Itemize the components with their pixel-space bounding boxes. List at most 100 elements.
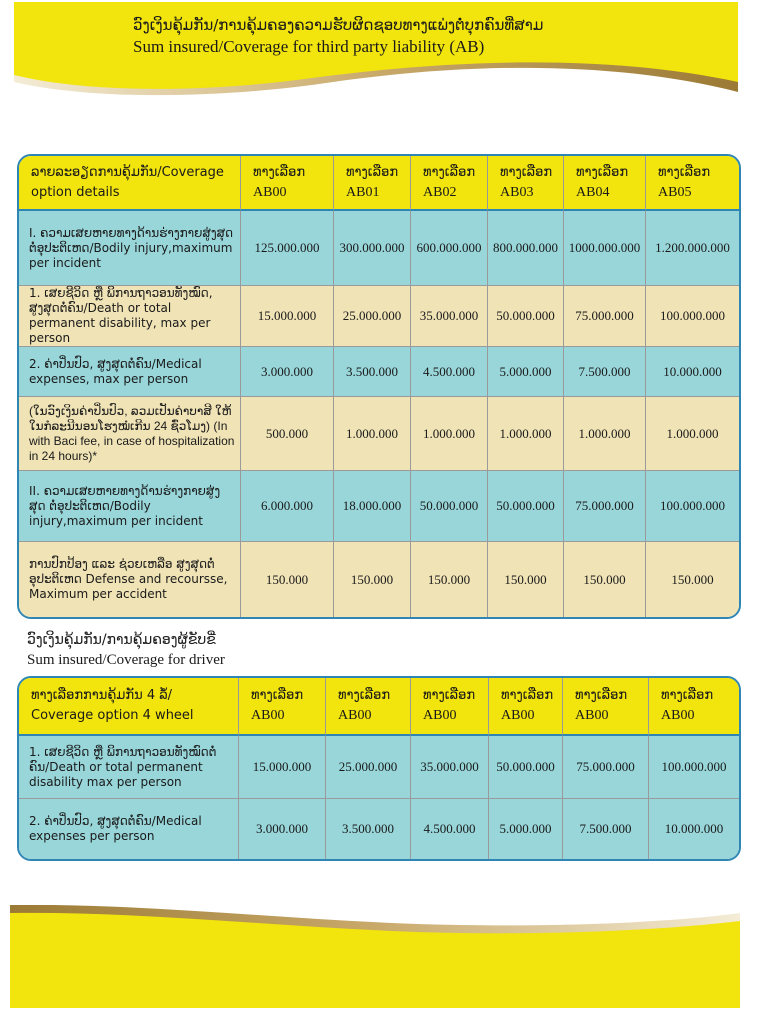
value-cell: 75.000.000 (563, 736, 649, 799)
option-label: ທາງເລືອກ (501, 688, 554, 703)
row-label: I. ຄວາມເສຍຫາຍທາງດ້ານຮ່າງກາຍສູ່ງສຸດ ຕໍ່ອຸ… (19, 211, 241, 286)
value-cell: 300.000.000 (334, 211, 411, 286)
row-label: ການປົກປ້ອງ ແລະ ຊ່ວຍເຫລືອ ສູງສຸດຕໍ່ອຸປະຕິ… (19, 542, 241, 617)
value-cell: 25.000.000 (334, 286, 411, 347)
option-label: ທາງເລືອກ (500, 164, 553, 180)
value-cell: 15.000.000 (239, 736, 326, 799)
title-en: Sum insured/Coverage for third party lia… (133, 37, 485, 56)
row-label: 1. ເສຍຊີວິດ ຫຼື ພິການຖາວອນທັງໝົດ, ສູງສຸດ… (19, 286, 241, 347)
value-cell: 1.200.000.000 (646, 211, 739, 286)
option-code: AB03 (500, 184, 534, 200)
option-code: AB05 (658, 184, 692, 200)
value-cell: 5.000.000 (489, 799, 563, 859)
option-code: AB00 (501, 708, 535, 723)
value-cell: 75.000.000 (564, 286, 646, 347)
value-cell: 50.000.000 (411, 471, 488, 542)
option-label: ທາງເລືອກ (423, 688, 476, 703)
option-label: ທາງເລືອກ (251, 688, 304, 703)
option-header: ທາງເລືອກ AB00 (649, 678, 739, 736)
option-code: AB00 (575, 708, 609, 723)
row-label: II. ຄວາມເສຍຫາຍທາງດ້ານຮ່າງກາຍສູ່ງສຸດ ຕໍ່ອ… (19, 471, 241, 542)
value-cell: 1.000.000 (334, 397, 411, 471)
option-label: ທາງເລືອກ (658, 164, 711, 180)
value-cell: 800.000.000 (488, 211, 564, 286)
option-code: AB04 (576, 184, 610, 200)
value-cell: 75.000.000 (564, 471, 646, 542)
option-code: AB00 (423, 708, 457, 723)
header-row: ທາງເລືອກການຄຸ້ມກັນ 4 ລໍ້/ Coverage optio… (19, 678, 739, 736)
value-cell: 3.000.000 (239, 799, 326, 859)
value-cell: 150.000 (241, 542, 334, 617)
value-cell: 3.000.000 (241, 347, 334, 397)
option-code: AB00 (661, 708, 695, 723)
value-cell: 500.000 (241, 397, 334, 471)
value-cell: 600.000.000 (411, 211, 488, 286)
row-label: 2. ຄ່າປິ່ນປົວ, ສູງສຸດຕໍ່ຄົນ/Medical expe… (19, 799, 239, 859)
header-label: ລາຍລະອຽດການຄຸ້ມກັນ/Coverage option detai… (19, 156, 241, 211)
row-label: 2. ຄ່າປິ່ນປົວ, ສູງສຸດຕໍ່ຄົນ/Medical expe… (19, 347, 241, 397)
value-cell: 1.000.000 (411, 397, 488, 471)
option-label: ທາງເລືອກ (338, 688, 391, 703)
driver-coverage-table: ທາງເລືອກການຄຸ້ມກັນ 4 ລໍ້/ Coverage optio… (17, 676, 741, 861)
table-row: I. ຄວາມເສຍຫາຍທາງດ້ານຮ່າງກາຍສູ່ງສຸດ ຕໍ່ອຸ… (19, 211, 739, 286)
value-cell: 50.000.000 (488, 286, 564, 347)
option-label: ທາງເລືອກ (576, 164, 629, 180)
option-header: ທາງເລືອກ AB03 (488, 156, 564, 211)
option-code: AB01 (346, 184, 380, 200)
option-header: ທາງເລືອກ AB04 (564, 156, 646, 211)
value-cell: 3.500.000 (334, 347, 411, 397)
value-cell: 6.000.000 (241, 471, 334, 542)
option-header: ທາງເລືອກ AB01 (334, 156, 411, 211)
value-cell: 100.000.000 (646, 471, 739, 542)
option-label: ທາງເລືອກ (575, 688, 628, 703)
option-header: ທາງເລືອກ AB02 (411, 156, 488, 211)
value-cell: 50.000.000 (489, 736, 563, 799)
option-header: ທາງເລືອກ AB00 (489, 678, 563, 736)
page-title: ວົງເງິນຄຸ້ມກັນ/ການຄຸ້ມຄອງຄວາມຮັບຜິດຊອບທາ… (133, 14, 543, 58)
value-cell: 3.500.000 (326, 799, 411, 859)
value-cell: 150.000 (334, 542, 411, 617)
value-cell: 125.000.000 (241, 211, 334, 286)
option-header: ທາງເລືອກ AB00 (411, 678, 489, 736)
section2-title-lao: ວົງເງິນຄຸ້ມກັນ/ການຄຸ້ມຄອງຜູ້ຂັບຂີ່ (27, 632, 216, 648)
option-label: ທາງເລືອກ (253, 164, 306, 180)
value-cell: 1.000.000 (564, 397, 646, 471)
option-label: ທາງເລືອກ (661, 688, 714, 703)
table-row: 1. ເສຍຊີວິດ ຫຼື ພິການຖາວອນທັງໝົດ, ສູງສຸດ… (19, 286, 739, 347)
option-header: ທາງເລືອກ AB00 (239, 678, 326, 736)
value-cell: 7.500.000 (564, 347, 646, 397)
option-header: ທາງເລືອກ AB05 (646, 156, 739, 211)
footer-banner (10, 905, 740, 1008)
table-row: 1. ເສຍຊີວິດ ຫຼື ພິການຖາວອນທັງໝົດຕໍ່ຄົນ/D… (19, 736, 739, 799)
value-cell: 150.000 (488, 542, 564, 617)
row-label: (ໃນວົງເງິນຄ່າປິ່ນປົວ, ລວມເປັນຄ່າບາສີ ໃຫ້… (19, 397, 241, 471)
row-label: 1. ເສຍຊີວິດ ຫຼື ພິການຖາວອນທັງໝົດຕໍ່ຄົນ/D… (19, 736, 239, 799)
value-cell: 10.000.000 (649, 799, 739, 859)
option-header: ທາງເລືອກ AB00 (563, 678, 649, 736)
value-cell: 1000.000.000 (564, 211, 646, 286)
value-cell: 7.500.000 (563, 799, 649, 859)
value-cell: 1.000.000 (488, 397, 564, 471)
title-lao: ວົງເງິນຄຸ້ມກັນ/ການຄຸ້ມຄອງຄວາມຮັບຜິດຊອບທາ… (133, 16, 544, 34)
driver-coverage-title: ວົງເງິນຄຸ້ມກັນ/ການຄຸ້ມຄອງຜູ້ຂັບຂີ່ Sum i… (27, 630, 225, 670)
section2-title-en: Sum insured/Coverage for driver (27, 652, 225, 668)
value-cell: 4.500.000 (411, 347, 488, 397)
header-row: ລາຍລະອຽດການຄຸ້ມກັນ/Coverage option detai… (19, 156, 739, 211)
option-label: ທາງເລືອກ (346, 164, 399, 180)
table-row: 2. ຄ່າປິ່ນປົວ, ສູງສຸດຕໍ່ຄົນ/Medical expe… (19, 799, 739, 859)
third-party-liability-table: ລາຍລະອຽດການຄຸ້ມກັນ/Coverage option detai… (17, 154, 741, 619)
table-row: ການປົກປ້ອງ ແລະ ຊ່ວຍເຫລືອ ສູງສຸດຕໍ່ອຸປະຕິ… (19, 542, 739, 617)
value-cell: 1.000.000 (646, 397, 739, 471)
value-cell: 100.000.000 (646, 286, 739, 347)
value-cell: 5.000.000 (488, 347, 564, 397)
value-cell: 35.000.000 (411, 736, 489, 799)
option-code: AB02 (423, 184, 457, 200)
value-cell: 150.000 (646, 542, 739, 617)
value-cell: 35.000.000 (411, 286, 488, 347)
value-cell: 150.000 (564, 542, 646, 617)
header-banner (14, 2, 738, 96)
value-cell: 100.000.000 (649, 736, 739, 799)
value-cell: 25.000.000 (326, 736, 411, 799)
value-cell: 4.500.000 (411, 799, 489, 859)
option-header: ທາງເລືອກ AB00 (241, 156, 334, 211)
